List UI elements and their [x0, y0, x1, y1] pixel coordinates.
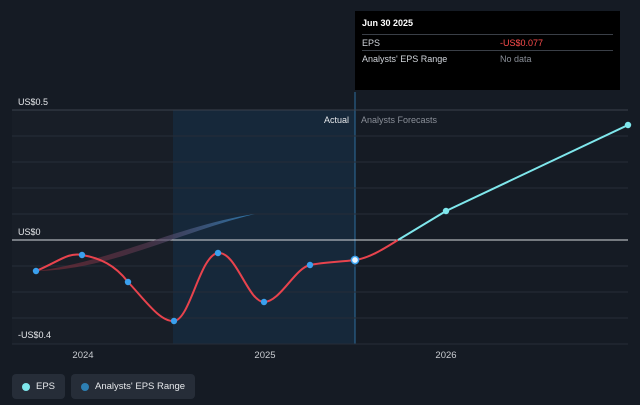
tooltip-range-value: No data: [500, 54, 532, 64]
y-tick-label: US$0.5: [18, 97, 48, 107]
eps-forecast-point[interactable]: [442, 207, 450, 215]
tooltip: Jun 30 2025 EPS -US$0.077 Analysts' EPS …: [355, 11, 620, 90]
tooltip-eps-label: EPS: [362, 38, 381, 48]
eps-point[interactable]: [78, 251, 86, 259]
legend-range-label: Analysts' EPS Range: [95, 381, 186, 392]
eps-point[interactable]: [260, 298, 268, 306]
tooltip-eps-value: -US$0.077: [500, 38, 544, 48]
eps-legend-dot-icon: [22, 382, 30, 391]
eps-point[interactable]: [124, 278, 132, 286]
eps-forecast-line: [397, 124, 629, 241]
tooltip-row-range: Analysts' EPS Range No data: [362, 50, 613, 66]
forecast-label: Analysts Forecasts: [361, 115, 438, 125]
eps-point[interactable]: [214, 249, 222, 257]
legend-range-button[interactable]: Analysts' EPS Range: [71, 374, 196, 399]
range-legend-dot-icon: [81, 382, 90, 391]
eps-point-selected[interactable]: [350, 255, 360, 265]
y-tick-label: -US$0.4: [18, 330, 51, 340]
x-tick-label: 2026: [435, 350, 456, 361]
tooltip-row-eps: EPS -US$0.077: [362, 34, 613, 50]
eps-points: [32, 121, 632, 325]
y-tick-label: US$0: [18, 227, 41, 237]
past-shade: [12, 110, 173, 344]
gridlines: [12, 109, 628, 345]
eps-point[interactable]: [306, 261, 314, 269]
tooltip-range-label: Analysts' EPS Range: [362, 54, 448, 64]
tooltip-date: Jun 30 2025: [362, 18, 414, 28]
eps-point[interactable]: [170, 317, 178, 325]
actual-label: Actual: [324, 115, 349, 125]
eps-forecast-point[interactable]: [624, 121, 632, 129]
legend-eps-label: EPS: [36, 381, 56, 392]
legend: EPS Analysts' EPS Range: [12, 374, 196, 399]
x-tick-label: 2024: [72, 350, 93, 361]
x-tick-label: 2025: [254, 350, 275, 361]
eps-point[interactable]: [32, 267, 40, 275]
legend-eps-button[interactable]: EPS: [12, 374, 66, 399]
analyst-range-band: [36, 214, 255, 271]
